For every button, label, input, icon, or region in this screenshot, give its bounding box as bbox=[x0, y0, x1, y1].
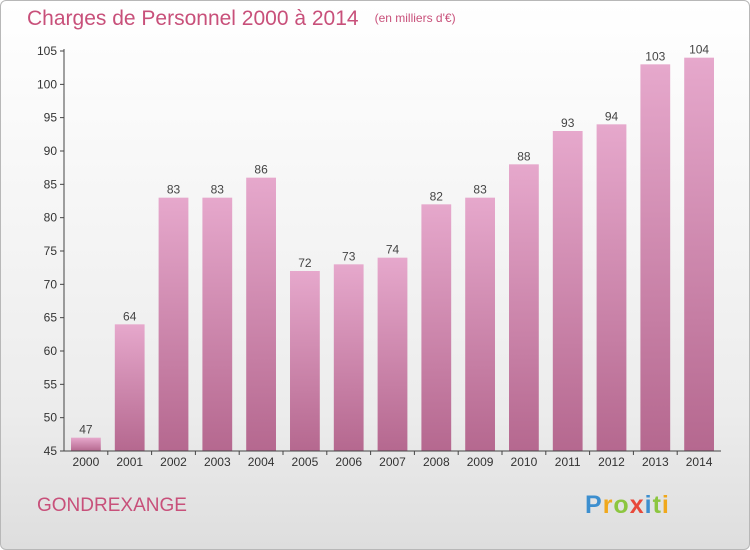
bar bbox=[684, 57, 714, 452]
proxiti-logo[interactable]: Proxiti bbox=[585, 491, 670, 520]
y-tick-label: 50 bbox=[44, 411, 58, 425]
y-tick-label: 55 bbox=[44, 377, 58, 391]
logo-letter: r bbox=[602, 491, 614, 519]
bar bbox=[596, 124, 627, 451]
data-label: 83 bbox=[211, 183, 225, 197]
logo-letter: t bbox=[652, 491, 662, 519]
bar bbox=[246, 177, 276, 451]
y-tick-label: 100 bbox=[37, 77, 57, 91]
x-tick-label: 2010 bbox=[511, 455, 538, 469]
bar bbox=[202, 197, 233, 451]
chart-title-text: Charges de Personnel 2000 à 2014 bbox=[27, 7, 359, 30]
x-tick-label: 2005 bbox=[292, 455, 319, 469]
data-label: 93 bbox=[561, 116, 575, 130]
logo-letter: o bbox=[613, 491, 630, 519]
bar bbox=[421, 204, 452, 451]
y-tick-label: 70 bbox=[44, 277, 58, 291]
logo-letter: P bbox=[585, 491, 603, 519]
x-tick-label: 2009 bbox=[467, 455, 494, 469]
bar bbox=[640, 64, 671, 452]
data-label: 73 bbox=[342, 249, 356, 263]
bar bbox=[465, 197, 495, 451]
logo-letter: i bbox=[661, 491, 670, 519]
data-label: 104 bbox=[689, 43, 709, 57]
y-tick-label: 75 bbox=[44, 244, 58, 258]
bar bbox=[333, 264, 364, 451]
x-tick-label: 2006 bbox=[335, 455, 362, 469]
bar bbox=[71, 437, 101, 451]
x-tick-label: 2014 bbox=[686, 455, 713, 469]
x-tick-label: 2001 bbox=[116, 455, 143, 469]
x-tick-label: 2011 bbox=[555, 455, 581, 469]
x-tick-label: 2003 bbox=[204, 455, 231, 469]
data-label: 47 bbox=[79, 423, 93, 437]
bar bbox=[158, 197, 189, 451]
chart-title: Charges de Personnel 2000 à 2014 (en mill… bbox=[27, 7, 456, 31]
x-tick-label: 2007 bbox=[379, 455, 406, 469]
data-label: 83 bbox=[473, 183, 487, 197]
bar bbox=[552, 131, 583, 451]
data-label: 72 bbox=[298, 256, 312, 270]
bar bbox=[509, 164, 539, 452]
bar bbox=[290, 271, 320, 451]
bar bbox=[114, 324, 145, 451]
y-tick-label: 80 bbox=[44, 211, 58, 225]
data-label: 64 bbox=[123, 309, 137, 323]
bars: 47 64 83 83 86 72 73 74 82 83 88 93 94 103 104 bbox=[71, 43, 714, 452]
data-label: 83 bbox=[167, 183, 181, 197]
data-label: 86 bbox=[254, 163, 268, 177]
logo-letter: x bbox=[629, 491, 645, 519]
y-tick-label: 65 bbox=[44, 311, 58, 325]
x-tick-label: 2000 bbox=[73, 455, 100, 469]
x-tick-label: 2002 bbox=[160, 455, 187, 469]
data-label: 74 bbox=[386, 243, 400, 257]
commune-name: GONDREXANGE bbox=[37, 495, 187, 516]
data-label: 94 bbox=[605, 109, 619, 123]
y-tick-label: 105 bbox=[37, 44, 57, 58]
y-tick-label: 45 bbox=[44, 444, 58, 458]
y-tick-label: 60 bbox=[44, 344, 58, 358]
data-label: 103 bbox=[645, 49, 665, 63]
data-label: 82 bbox=[430, 189, 444, 203]
x-tick-label: 2012 bbox=[598, 455, 625, 469]
logo-letter: i bbox=[644, 491, 653, 519]
y-tick-label: 85 bbox=[44, 177, 58, 191]
x-tick-label: 2008 bbox=[423, 455, 450, 469]
bar bbox=[377, 257, 408, 451]
x-tick-label: 2013 bbox=[642, 455, 669, 469]
y-tick-label: 90 bbox=[44, 144, 58, 158]
axes: 45 50 55 60 65 70 75 80 85 90 95 100 105 2000 2001 2002… bbox=[37, 44, 721, 469]
chart-subtitle: (en milliers d'€) bbox=[374, 11, 456, 25]
x-tick-label: 2004 bbox=[248, 455, 275, 469]
data-label: 88 bbox=[517, 149, 531, 163]
y-tick-label: 95 bbox=[44, 111, 58, 125]
